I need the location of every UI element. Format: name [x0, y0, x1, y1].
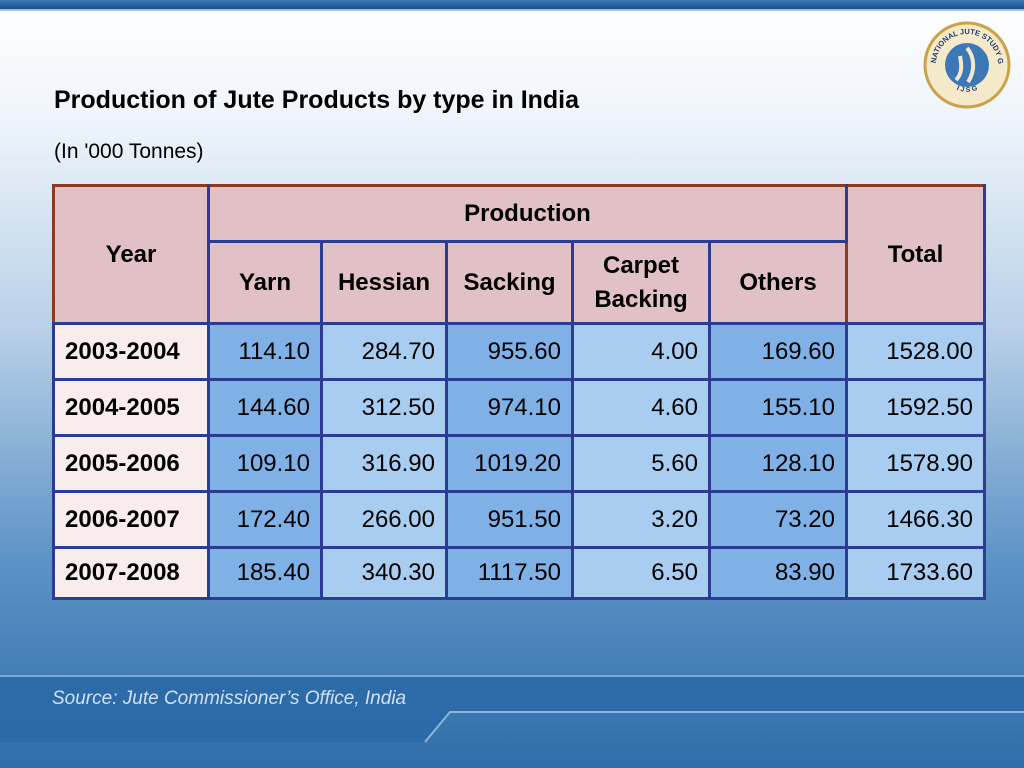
value-cell: 6.50	[571, 546, 711, 600]
value-cell: 172.40	[207, 490, 323, 549]
value-cell: 312.50	[320, 378, 448, 437]
value-cell: 1733.60	[845, 546, 986, 600]
logo-mark	[954, 46, 976, 84]
year-cell: 2004-2005	[52, 378, 210, 437]
data-table: Year Production Total Yarn Hessian Sacking Car…	[52, 184, 986, 600]
value-cell: 5.60	[571, 434, 711, 493]
table-row: 2007-2008 185.40 340.30 1117.50 6.50 83.90 173…	[52, 546, 986, 600]
value-cell: 169.60	[708, 322, 848, 381]
band-shape	[0, 676, 1024, 742]
year-cell: 2007-2008	[52, 546, 210, 600]
total-header: Total	[845, 184, 986, 325]
value-cell: 1592.50	[845, 378, 986, 437]
value-cell: 1578.90	[845, 434, 986, 493]
table-row: 2005-2006 109.10 316.90 1019.20 5.60 128.10 15…	[52, 434, 986, 493]
title: Production of Jute Products by type in I…	[54, 86, 580, 114]
value-cell: 974.10	[445, 378, 574, 437]
source-note: Source: Jute Commissioner’s Office, Indi…	[52, 688, 407, 709]
table-row: 2003-2004 114.10 284.70 955.60 4.00 169.60 152…	[52, 322, 986, 381]
value-cell: 1466.30	[845, 490, 986, 549]
value-cell: 1019.20	[445, 434, 574, 493]
value-cell: 155.10	[708, 378, 848, 437]
logo-abbr-path: I J S G	[956, 85, 979, 94]
value-cell: 128.10	[708, 434, 848, 493]
value-cell: 114.10	[207, 322, 323, 381]
value-cell: 266.00	[320, 490, 448, 549]
value-cell: 284.70	[320, 322, 448, 381]
year-header: Year	[52, 184, 210, 325]
value-cell: 1528.00	[845, 322, 986, 381]
value-cell: 955.60	[445, 322, 574, 381]
logo-abbr: I J S G	[956, 85, 979, 94]
value-cell: 340.30	[320, 546, 448, 600]
value-cell: 109.10	[207, 434, 323, 493]
logo-center	[945, 43, 989, 87]
band-edge	[424, 711, 1024, 743]
column-header: Yarn	[207, 240, 323, 325]
value-cell: 185.40	[207, 546, 323, 600]
value-cell: 316.90	[320, 434, 448, 493]
logo: INTERNATIONAL JUTE STUDY GROUP I J S G	[922, 20, 1011, 109]
value-cell: 73.20	[708, 490, 848, 549]
footer-band	[0, 675, 1024, 743]
year-cell: 2003-2004	[52, 322, 210, 381]
table-row: Year Production Total	[52, 184, 986, 325]
top-bar	[0, 0, 1024, 9]
value-cell: 4.60	[571, 378, 711, 437]
table-row: 2004-2005 144.60 312.50 974.10 4.60 155.10 159…	[52, 378, 986, 437]
value-cell: 144.60	[207, 378, 323, 437]
value-cell: 83.90	[708, 546, 848, 600]
subtitle: (In '000 Tonnes)	[54, 140, 204, 163]
value-cell: 4.00	[571, 322, 711, 381]
year-cell: 2005-2006	[52, 434, 210, 493]
column-header: Others	[708, 240, 848, 325]
table-row: Yarn Hessian Sacking Carpet Backing Others	[54, 240, 985, 325]
column-header: Carpet Backing	[571, 240, 711, 325]
value-cell: 3.20	[571, 490, 711, 549]
table-row: 2006-2007 172.40 266.00 951.50 3.20 73.20 1466…	[52, 490, 986, 549]
top-line	[0, 9, 1024, 11]
column-header: Sacking	[445, 240, 574, 325]
year-cell: 2006-2007	[52, 490, 210, 549]
column-header: Hessian	[320, 240, 448, 325]
value-cell: 951.50	[445, 490, 574, 549]
value-cell: 1117.50	[445, 546, 574, 600]
group-header: Production	[207, 184, 848, 243]
